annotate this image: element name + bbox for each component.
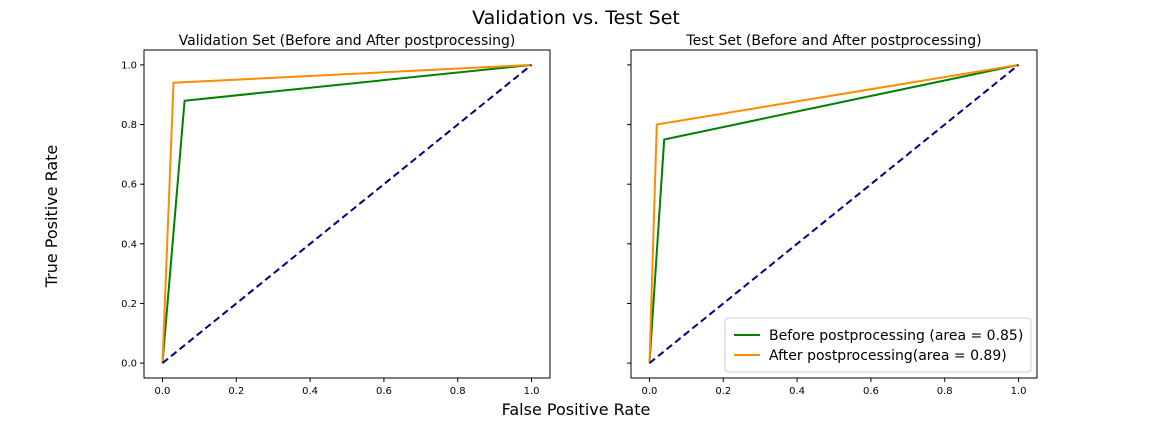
legend-box bbox=[724, 317, 1032, 373]
x-tick-label: 0.4 bbox=[789, 386, 805, 397]
series-group bbox=[161, 63, 533, 364]
chart-title: Validation Set (Before and After postpro… bbox=[179, 33, 516, 49]
y-tick-label: 0.6 bbox=[121, 180, 137, 191]
legend-label-before: Before postprocessing (area = 0.85) bbox=[769, 328, 1023, 344]
y-tick-label: 1.0 bbox=[121, 60, 137, 71]
x-axis-label: False Positive Rate bbox=[502, 400, 651, 419]
series-line-after bbox=[648, 63, 1019, 364]
x-tick-label: 0.4 bbox=[302, 386, 318, 397]
chart-panels: Validation Set (Before and After postpro… bbox=[121, 33, 1038, 397]
series-line-before bbox=[648, 63, 1019, 364]
series-line-before bbox=[161, 63, 532, 364]
legend: Before postprocessing (area = 0.85) After… bbox=[724, 317, 1032, 373]
y-axis-label: True Positive Rate bbox=[42, 145, 61, 289]
chart-panel-2: Test Set (Before and After postprocessin… bbox=[627, 33, 1038, 397]
x-tick-label: 0.6 bbox=[863, 386, 879, 397]
x-tick-label: 0.2 bbox=[228, 386, 244, 397]
legend-label-after: After postprocessing(area = 0.89) bbox=[769, 348, 1007, 364]
chart-title: Test Set (Before and After postprocessin… bbox=[685, 33, 981, 49]
x-tick-label: 1.0 bbox=[524, 386, 540, 397]
series-line-chance bbox=[161, 64, 533, 364]
x-tick-label: 0.8 bbox=[937, 386, 953, 397]
plot-frame bbox=[630, 49, 1038, 379]
chart-panel-1: Validation Set (Before and After postpro… bbox=[121, 33, 551, 397]
y-tick-label: 0.2 bbox=[121, 299, 137, 310]
x-tick-label: 0.0 bbox=[642, 386, 658, 397]
x-tick-label: 1.0 bbox=[1011, 386, 1027, 397]
series-line-chance bbox=[648, 64, 1020, 364]
y-tick-label: 0.8 bbox=[121, 120, 137, 131]
y-tick-label: 0.4 bbox=[121, 239, 137, 250]
x-tick-label: 0.6 bbox=[376, 386, 392, 397]
y-tick-label: 0.0 bbox=[121, 359, 137, 370]
series-group bbox=[648, 63, 1020, 364]
x-tick-label: 0.2 bbox=[715, 386, 731, 397]
x-tick-label: 0.8 bbox=[450, 386, 466, 397]
plot-frame bbox=[143, 49, 551, 379]
x-tick-label: 0.0 bbox=[155, 386, 171, 397]
series-line-after bbox=[161, 63, 532, 364]
figure-title: Validation vs. Test Set bbox=[472, 7, 680, 29]
